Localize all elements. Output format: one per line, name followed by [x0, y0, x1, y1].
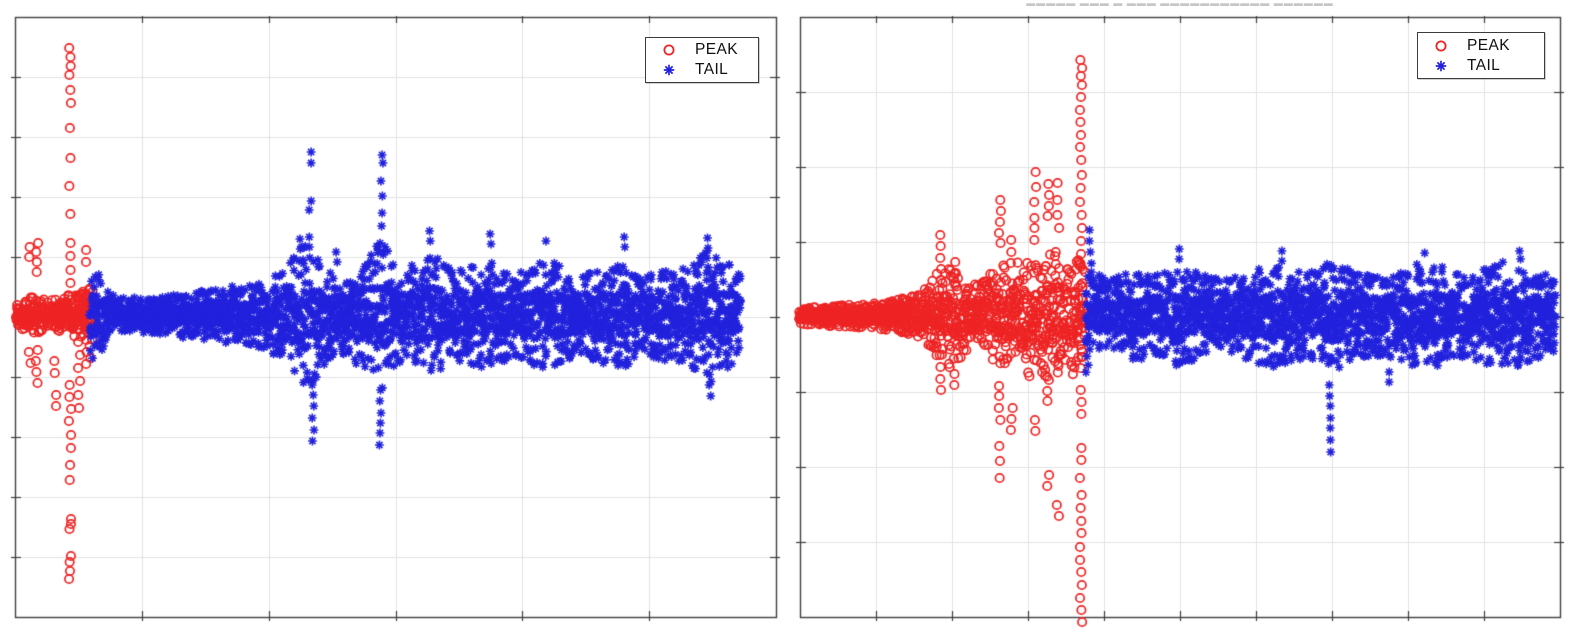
legend-label-tail: TAIL: [1467, 56, 1501, 74]
tail-asterisk-icon: [663, 64, 675, 75]
peak-circle-icon: [663, 44, 675, 56]
legend-entry-peak: PEAK: [658, 41, 752, 60]
legend-entry-tail: TAIL: [658, 61, 752, 80]
legend-entry-peak: PEAK: [1430, 36, 1538, 55]
tail-asterisk-icon: [1435, 60, 1447, 71]
peak-circle-icon: [1435, 40, 1447, 51]
legend-label-tail: TAIL: [695, 60, 729, 78]
legend-right-plot: PEAK TAIL: [1417, 32, 1545, 79]
legend-label-peak: PEAK: [1467, 36, 1510, 54]
clipped-title-fragment: ▬▬▬▬▬ ▬▬▬ ▬ ▬▬▬ ▬▬▬▬▬▬▬▬▬▬▬ ▬▬▬▬▬▬: [1026, 0, 1334, 8]
legend-left-plot: PEAK TAIL: [645, 37, 759, 83]
legend-entry-tail: TAIL: [1430, 56, 1538, 75]
legend-label-peak: PEAK: [695, 41, 738, 59]
